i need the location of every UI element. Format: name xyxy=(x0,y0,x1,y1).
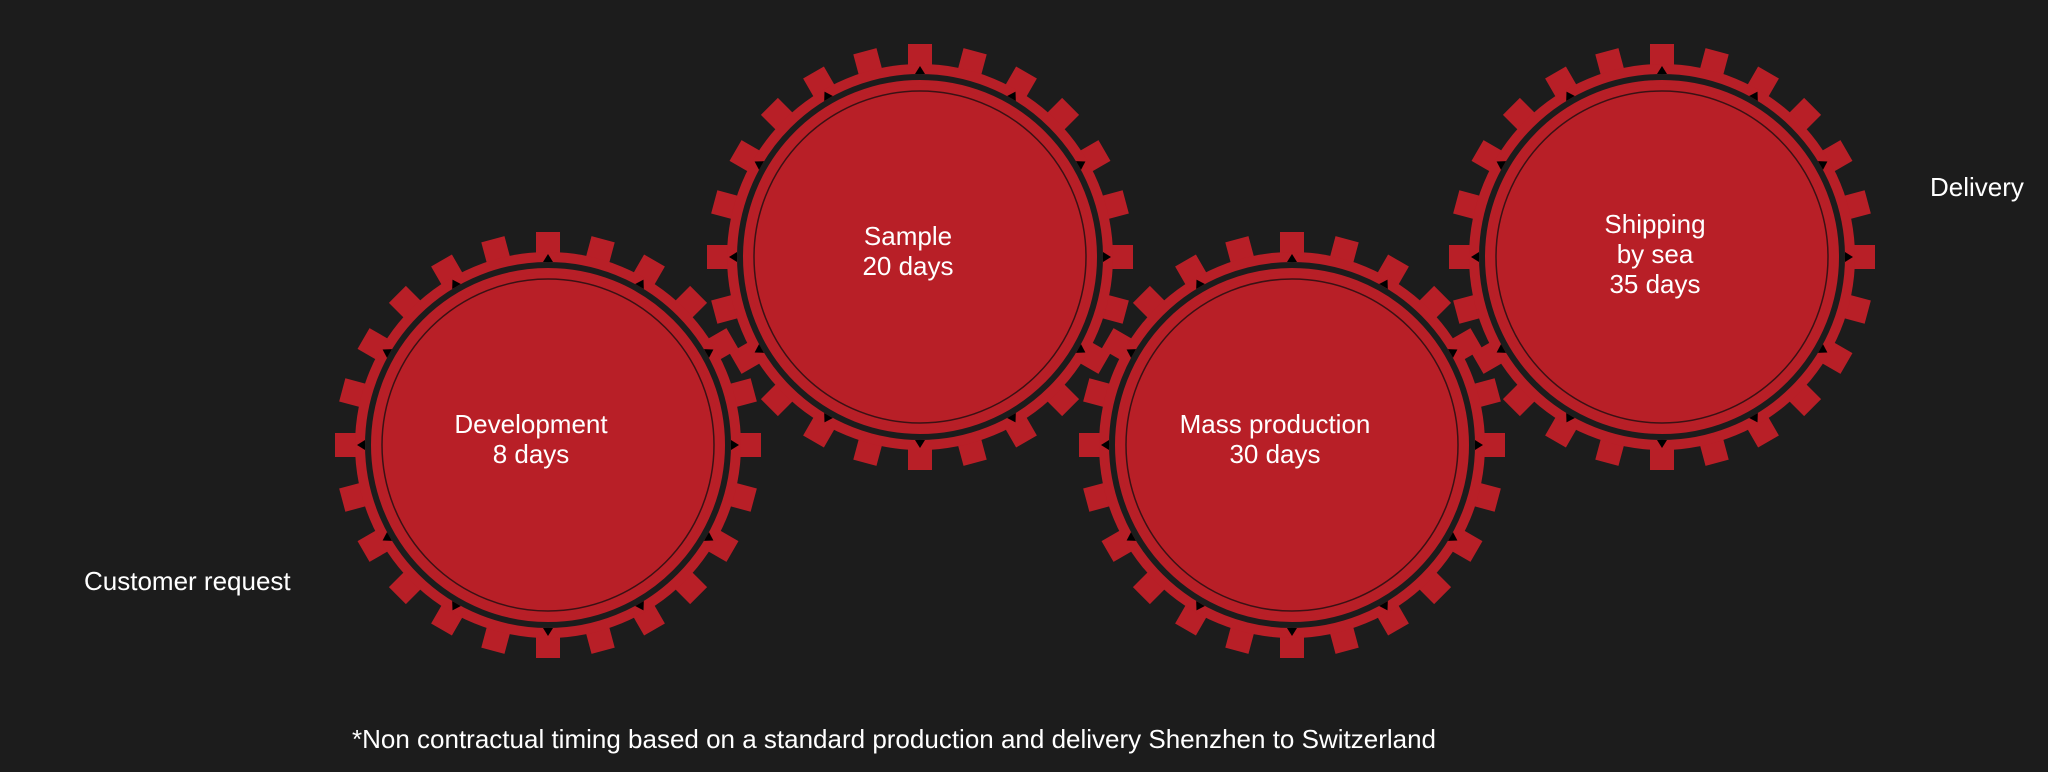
gear-label-line: 8 days xyxy=(492,439,570,469)
gear-label-line: 20 days xyxy=(862,251,954,281)
gear-label-development: Development 8 days xyxy=(381,409,681,469)
gear-label-line: Development xyxy=(454,409,608,439)
footnote: *Non contractual timing based on a stand… xyxy=(352,724,1437,754)
gear-sample xyxy=(707,44,1133,470)
start-label: Customer request xyxy=(84,566,291,596)
gear-label-line: by sea xyxy=(1616,239,1694,269)
gear-mass-production xyxy=(1079,232,1505,658)
gear-label-line: Mass production xyxy=(1179,409,1371,439)
gear-label-line: 35 days xyxy=(1609,269,1701,299)
gear-shipping xyxy=(1449,44,1875,470)
end-label: Delivery xyxy=(1930,172,2024,202)
gear-label-shipping: Shipping by sea 35 days xyxy=(1505,209,1805,299)
gear-label-mass-production: Mass production 30 days xyxy=(1125,409,1425,469)
gear-label-line: Sample xyxy=(863,221,953,251)
gear-label-sample: Sample 20 days xyxy=(758,221,1058,281)
gear-development xyxy=(335,232,761,658)
gear-label-line: 30 days xyxy=(1229,439,1321,469)
gear-label-line: Shipping xyxy=(1604,209,1706,239)
